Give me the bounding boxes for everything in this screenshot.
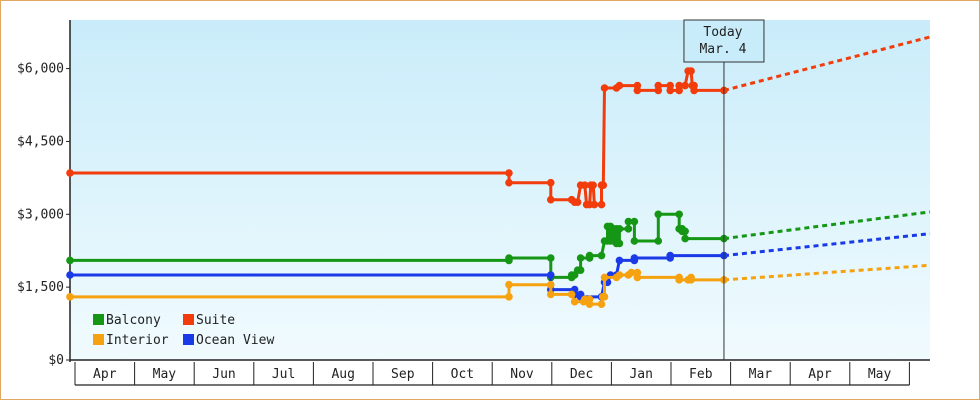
data-point	[654, 237, 663, 245]
legend-label: Ocean View	[196, 333, 274, 348]
x-tick-label: Sep	[391, 367, 415, 382]
plot-background	[70, 20, 930, 360]
data-point	[681, 81, 689, 90]
data-point	[576, 266, 585, 274]
data-point	[615, 225, 624, 233]
x-tick-label: Dec	[570, 367, 593, 382]
data-point	[624, 217, 633, 226]
legend-label: Interior	[106, 333, 169, 348]
legend-swatch	[93, 314, 104, 325]
legend-swatch	[183, 314, 194, 325]
x-tick-label: Feb	[689, 367, 713, 382]
x-tick-label: Jul	[272, 367, 295, 382]
data-point	[681, 227, 689, 236]
series-projection	[723, 263, 931, 282]
data-point	[627, 268, 636, 277]
today-box	[683, 19, 765, 63]
data-point	[666, 86, 675, 95]
legend-label: Balcony	[106, 313, 161, 328]
x-tick-label: Jan	[629, 367, 652, 382]
data-point	[675, 81, 683, 90]
data-point	[570, 297, 579, 306]
series-projection	[723, 232, 931, 258]
y-tick-label: $4,500	[17, 134, 64, 149]
legend-label: Suite	[196, 313, 235, 328]
data-point	[654, 81, 663, 90]
y-tick-label: $0	[48, 353, 64, 368]
today-label: Today	[703, 25, 742, 40]
data-point	[581, 181, 589, 189]
data-point	[599, 181, 608, 189]
legend-swatch	[93, 334, 104, 345]
data-point	[600, 293, 609, 301]
data-point	[590, 200, 599, 209]
data-point	[505, 280, 513, 289]
data-point	[654, 210, 663, 219]
data-point	[546, 271, 555, 279]
x-axis: Apr May Jun Jul Aug Sep Oct Nov Dec Jan Feb Mar Apr M…	[70, 359, 930, 386]
series-layer	[66, 35, 931, 308]
data-point	[589, 181, 597, 189]
data-point	[576, 254, 585, 262]
x-tick-label: Apr	[93, 367, 117, 382]
data-point	[687, 67, 695, 75]
x-tick-label: May	[868, 367, 892, 382]
y-tick-label: $6,000	[17, 62, 64, 77]
data-point	[546, 290, 555, 299]
data-point	[630, 217, 639, 226]
x-tick-label: Nov	[510, 367, 534, 382]
data-point	[615, 256, 624, 265]
legend: Balcony Suite Interior Ocean View	[93, 313, 274, 348]
data-point	[585, 300, 594, 308]
data-point	[505, 293, 513, 301]
data-point	[546, 178, 555, 187]
today-marker: Today Mar. 4	[683, 19, 765, 360]
x-tick-label: Oct	[451, 367, 474, 382]
data-point	[505, 254, 513, 262]
data-point	[66, 293, 74, 301]
data-point	[600, 84, 609, 92]
data-point	[666, 251, 675, 260]
data-point	[546, 254, 555, 262]
x-tick-label: Mar	[749, 367, 773, 382]
today-date: Mar. 4	[699, 42, 746, 57]
data-point	[615, 81, 624, 90]
x-tick-label: May	[153, 367, 177, 382]
data-point	[690, 86, 698, 95]
data-point	[624, 225, 633, 233]
data-point	[505, 178, 513, 187]
data-point	[66, 271, 74, 279]
data-point	[546, 195, 555, 204]
x-tick-label: Apr	[808, 367, 832, 382]
data-point	[630, 254, 639, 262]
y-tick-label: $3,000	[17, 207, 64, 222]
data-point	[630, 237, 639, 245]
data-point	[615, 239, 624, 248]
data-point	[597, 300, 606, 308]
data-point	[597, 200, 606, 209]
data-point	[687, 276, 695, 284]
y-tick-label: $1,500	[17, 280, 64, 295]
series-projection	[723, 210, 931, 241]
data-point	[675, 210, 683, 219]
data-point	[600, 273, 609, 282]
data-point	[567, 290, 576, 299]
data-point	[681, 234, 689, 243]
data-point	[615, 271, 624, 279]
data-point	[585, 251, 594, 260]
data-point	[505, 169, 513, 177]
data-point	[633, 86, 642, 95]
data-point	[66, 169, 74, 177]
legend-swatch	[183, 334, 194, 345]
data-point	[633, 273, 642, 282]
data-point	[573, 198, 582, 206]
y-axis: $0 $1,500 $3,000 $4,500 $6,000	[17, 20, 71, 368]
data-point	[597, 251, 606, 260]
data-point	[675, 276, 683, 284]
data-point	[66, 256, 74, 265]
data-point	[546, 280, 555, 289]
x-tick-label: Aug	[331, 367, 354, 382]
x-tick-label: Jun	[212, 367, 235, 382]
